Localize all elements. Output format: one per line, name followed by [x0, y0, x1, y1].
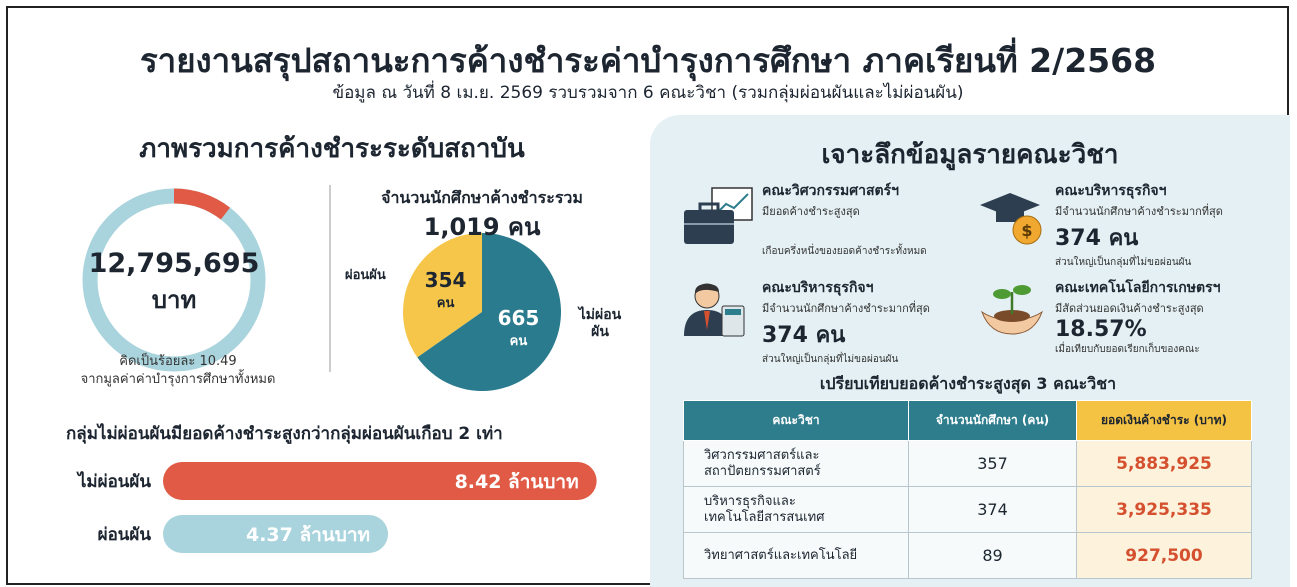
pie-category-label: ไม่ผ่อนผัน	[572, 307, 628, 341]
icon-plant	[982, 285, 1042, 334]
page: $ 354คน665คนไม่ผ่อนผัน8.42 ล้านบาทผ่อนผั…	[0, 0, 1297, 587]
card-note: ส่วนใหญ่เป็นกลุ่มที่ไม่ขอผ่อนผัน	[1055, 255, 1223, 270]
ring-caption: จากมูลค่าค่าบำรุงการศึกษาทั้งหมด	[81, 368, 276, 389]
detail-heading: เจาะลึกข้อมูลรายคณะวิชา	[822, 134, 1119, 175]
pie-value-label: 665	[498, 306, 540, 330]
pie-value-label: 354	[425, 268, 467, 292]
faculty-cell: วิศวกรรมศาสตร์และสถาปัตยกรรมศาสตร์	[684, 441, 909, 487]
bar-value-label: 8.42 ล้านบาท	[455, 471, 579, 493]
faculty-cell: บริหารธุรกิจและเทคโนโลยีสารสนเทศ	[684, 487, 909, 533]
ring-center-label: 12,795,695	[89, 248, 260, 279]
card-value: 18.57%	[1055, 317, 1220, 342]
header-cell: คณะวิชา	[684, 401, 909, 441]
bar-category-label: ไม่ผ่อนผัน	[76, 471, 152, 492]
amount-cell: 3,925,335	[1077, 487, 1252, 533]
pie-unit-label: คน	[510, 334, 528, 349]
table-header: คณะวิชา จำนวนนักศึกษา (คน) ยอดเงินค้างชำ…	[684, 401, 1252, 441]
amount-cell: 927,500	[1077, 533, 1252, 579]
table: คณะวิชา จำนวนนักศึกษา (คน) ยอดเงินค้างชำ…	[683, 400, 1252, 579]
svg-text:$: $	[1021, 221, 1032, 240]
card-note: เกือบครึ่งหนึ่งของยอดค้างชำระทั้งหมด	[762, 244, 927, 259]
card-title: คณะเทคโนโลยีการเกษตรฯ	[1055, 277, 1220, 299]
faculty-line: วิศวกรรมศาสตร์และ	[704, 448, 907, 464]
ring-segment	[174, 196, 225, 214]
card-note: ส่วนใหญ่เป็นกลุ่มที่ไม่ขอผ่อนผัน	[762, 352, 930, 367]
pie-unit-label: คน	[437, 296, 455, 311]
card: คณะบริหารธุรกิจฯ มีจำนวนนักศึกษาค้างชำระ…	[762, 277, 930, 367]
card-desc: มียอดค้างชำระสูงสุด	[762, 202, 927, 220]
card-value: 374 คน	[1055, 220, 1223, 255]
subtitle: ข้อมูล ณ วันที่ 8 เม.ย. 2569 รวบรวมจาก 6…	[332, 79, 963, 106]
bar-title: กลุ่มไม่ผ่อนผันมียอดค้างชำระสูงกว่ากลุ่ม…	[66, 420, 503, 447]
pie-category-label: ผ่อนผัน	[345, 264, 386, 285]
bar-value-label: 4.37 ล้านบาท	[246, 524, 370, 546]
faculty-line: วิทยาศาสตร์และเทคโนโลยี	[704, 548, 907, 564]
header-cell: จำนวนนักศึกษา (คน)	[909, 401, 1077, 441]
header-cell: ยอดเงินค้างชำระ (บาท)	[1077, 401, 1252, 441]
icon-graduation: $	[980, 193, 1041, 244]
pie-subtitle: 1,019 คน	[424, 207, 541, 246]
card-title: คณะบริหารธุรกิจฯ	[1055, 180, 1223, 202]
faculty-line: สถาปัตยกรรมศาสตร์	[704, 464, 907, 480]
card-note: เมื่อเทียบกับยอดเรียกเก็บของคณะ	[1055, 342, 1220, 357]
card-title: คณะวิศวกรรมศาสตร์ฯ	[762, 180, 927, 202]
card-desc: มีจำนวนนักศึกษาค้างชำระมากที่สุด	[1055, 202, 1223, 220]
faculty-cell: วิทยาศาสตร์และเทคโนโลยี	[684, 533, 909, 579]
amount-cell: 5,883,925	[1077, 441, 1252, 487]
students-cell: 357	[909, 441, 1077, 487]
students-cell: 374	[909, 487, 1077, 533]
overview-heading: ภาพรวมการค้างชำระระดับสถาบัน	[139, 128, 525, 169]
icon-person	[684, 284, 744, 336]
card-value: 374 คน	[762, 317, 930, 352]
icon-briefcase	[684, 188, 752, 244]
table-title: เปรียบเทียบยอดค้างชำระสูงสุด 3 คณะวิชา	[820, 372, 1116, 397]
students-cell: 89	[909, 533, 1077, 579]
card-desc: มีจำนวนนักศึกษาค้างชำระมากที่สุด	[762, 299, 930, 317]
card: คณะวิศวกรรมศาสตร์ฯ มียอดค้างชำระสูงสุด เ…	[762, 180, 927, 259]
card: คณะเทคโนโลยีการเกษตรฯ มีสัดส่วนยอดเงินค้…	[1055, 277, 1220, 357]
ring-center-unit: บาท	[152, 280, 197, 319]
card-desc: มีสัดส่วนยอดเงินค้างชำระสูงสุด	[1055, 299, 1220, 317]
card: คณะบริหารธุรกิจฯ มีจำนวนนักศึกษาค้างชำระ…	[1055, 180, 1223, 270]
faculty-line: เทคโนโลยีสารสนเทศ	[704, 510, 907, 526]
bar-category-label: ผ่อนผัน	[98, 525, 152, 545]
faculty-line: บริหารธุรกิจและ	[704, 494, 907, 510]
card-title: คณะบริหารธุรกิจฯ	[762, 277, 930, 299]
